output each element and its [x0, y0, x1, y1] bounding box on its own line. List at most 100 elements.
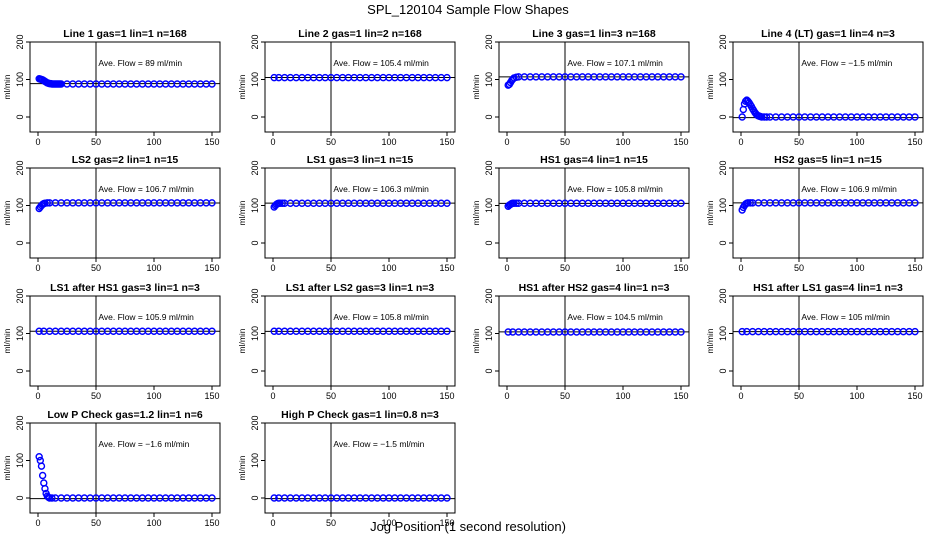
y-tick-label: 100	[250, 72, 260, 87]
panel-title: High P Check gas=1 lin=0.8 n=3	[281, 409, 439, 421]
data-point	[677, 328, 685, 336]
x-tick-label: 50	[794, 391, 804, 401]
y-tick-label: 0	[484, 368, 494, 373]
y-tick-label: 0	[718, 240, 728, 245]
panel-title: Low P Check gas=1.2 lin=1 n=6	[47, 409, 202, 421]
average-flow-annotation: Ave. Flow = 105.9 ml/min	[98, 312, 194, 322]
panel-title: LS2 gas=2 lin=1 n=15	[72, 154, 179, 166]
x-tick-label: 0	[270, 263, 275, 273]
panel-title: Line 2 gas=1 lin=2 n=168	[298, 28, 422, 40]
y-tick-label: 200	[484, 160, 494, 175]
x-tick-label: 100	[615, 391, 630, 401]
x-tick-label: 150	[673, 263, 688, 273]
x-tick-label: 150	[204, 263, 219, 273]
x-tick-label: 100	[146, 391, 161, 401]
x-tick-label: 100	[381, 391, 396, 401]
average-flow-annotation: Ave. Flow = 106.3 ml/min	[333, 184, 429, 194]
x-tick-label: 0	[35, 518, 40, 528]
x-tick-label: 150	[907, 263, 922, 273]
y-axis-label: ml/min	[705, 328, 715, 353]
panel-title: HS1 after LS1 gas=4 lin=1 n=3	[753, 282, 903, 294]
data-point	[777, 113, 786, 121]
data-point	[899, 113, 908, 121]
y-axis-label: ml/min	[237, 74, 247, 99]
y-tick-label: 200	[15, 34, 25, 49]
data-point	[443, 73, 451, 82]
x-tick-label: 100	[381, 518, 396, 528]
panel-9: LS1 after HS1 gas=3 lin=1 n=3 Ave. Flow =…	[2, 282, 221, 401]
x-tick-label: 0	[270, 391, 275, 401]
data-point	[41, 484, 49, 493]
plot-frame	[498, 295, 690, 387]
panel-4: Line 4 (LT) gas=1 lin=4 n=3 Ave. Flow = −…	[705, 28, 924, 147]
data-point	[876, 113, 884, 121]
data-point	[830, 113, 838, 121]
x-tick-label: 0	[504, 263, 509, 273]
data-point	[882, 113, 890, 121]
data-point	[847, 113, 855, 121]
y-axis-label: ml/min	[2, 74, 12, 99]
panel-12: HS1 after LS1 gas=4 lin=1 n=3 Ave. Flow =…	[705, 282, 924, 401]
y-tick-label: 100	[718, 326, 728, 341]
data-point	[270, 73, 278, 82]
plot-frame	[29, 167, 221, 259]
data-point	[443, 494, 451, 502]
y-axis-label: ml/min	[471, 74, 481, 99]
data-point	[812, 113, 821, 121]
y-tick-label: 0	[250, 114, 260, 119]
y-tick-label: 200	[718, 288, 728, 303]
plot-frame	[264, 41, 456, 133]
y-tick-label: 0	[15, 368, 25, 373]
average-flow-annotation: Ave. Flow = 105.4 ml/min	[333, 58, 429, 68]
data-point	[35, 327, 43, 335]
y-axis-label: ml/min	[237, 200, 247, 225]
y-tick-label: 200	[484, 288, 494, 303]
y-tick-label: 0	[15, 114, 25, 119]
y-tick-label: 100	[250, 198, 260, 213]
data-point	[270, 494, 278, 502]
data-point	[37, 462, 46, 470]
x-tick-label: 100	[849, 391, 864, 401]
average-flow-annotation: Ave. Flow = 89 ml/min	[98, 58, 182, 68]
data-point	[443, 199, 451, 207]
y-axis-label: ml/min	[705, 74, 715, 99]
x-tick-label: 150	[439, 263, 454, 273]
data-point	[824, 113, 832, 121]
panel-title: LS1 after LS2 gas=3 lin=1 n=3	[286, 282, 435, 294]
x-tick-label: 100	[146, 263, 161, 273]
data-point	[859, 113, 867, 121]
plot-frame	[264, 422, 456, 514]
x-tick-label: 100	[381, 137, 396, 147]
data-point	[208, 327, 216, 335]
data-point	[510, 199, 518, 207]
panel-8: HS2 gas=5 lin=1 n=15 Ave. Flow = 106.9 ml…	[705, 154, 924, 273]
data-point	[677, 73, 685, 81]
x-tick-label: 150	[907, 391, 922, 401]
panel-title: Line 3 gas=1 lin=3 n=168	[532, 28, 656, 40]
x-tick-label: 150	[439, 137, 454, 147]
x-tick-label: 50	[91, 263, 101, 273]
x-tick-label: 0	[738, 263, 743, 273]
x-tick-label: 100	[849, 263, 864, 273]
data-point	[772, 113, 780, 121]
data-point	[841, 113, 850, 121]
x-tick-label: 0	[35, 263, 40, 273]
y-axis-label: ml/min	[2, 328, 12, 353]
x-tick-label: 0	[270, 137, 275, 147]
y-tick-label: 100	[484, 326, 494, 341]
data-point	[443, 327, 451, 335]
data-point	[38, 471, 47, 480]
panel-title: Line 1 gas=1 lin=1 n=168	[63, 28, 187, 40]
figure-xlabel: Jog Position (1 second resolution)	[370, 519, 566, 534]
data-point	[512, 199, 520, 207]
data-point	[121, 494, 129, 502]
panel-2: Line 2 gas=1 lin=2 n=168 Ave. Flow = 105.…	[237, 28, 456, 147]
panel-7: HS1 gas=4 lin=1 n=15 Ave. Flow = 105.8 ml…	[471, 154, 690, 273]
data-point	[762, 113, 771, 121]
y-axis-label: ml/min	[237, 328, 247, 353]
y-tick-label: 200	[15, 288, 25, 303]
y-tick-label: 0	[15, 495, 25, 500]
data-point	[870, 113, 879, 121]
x-tick-label: 50	[560, 391, 570, 401]
data-point	[208, 494, 216, 502]
